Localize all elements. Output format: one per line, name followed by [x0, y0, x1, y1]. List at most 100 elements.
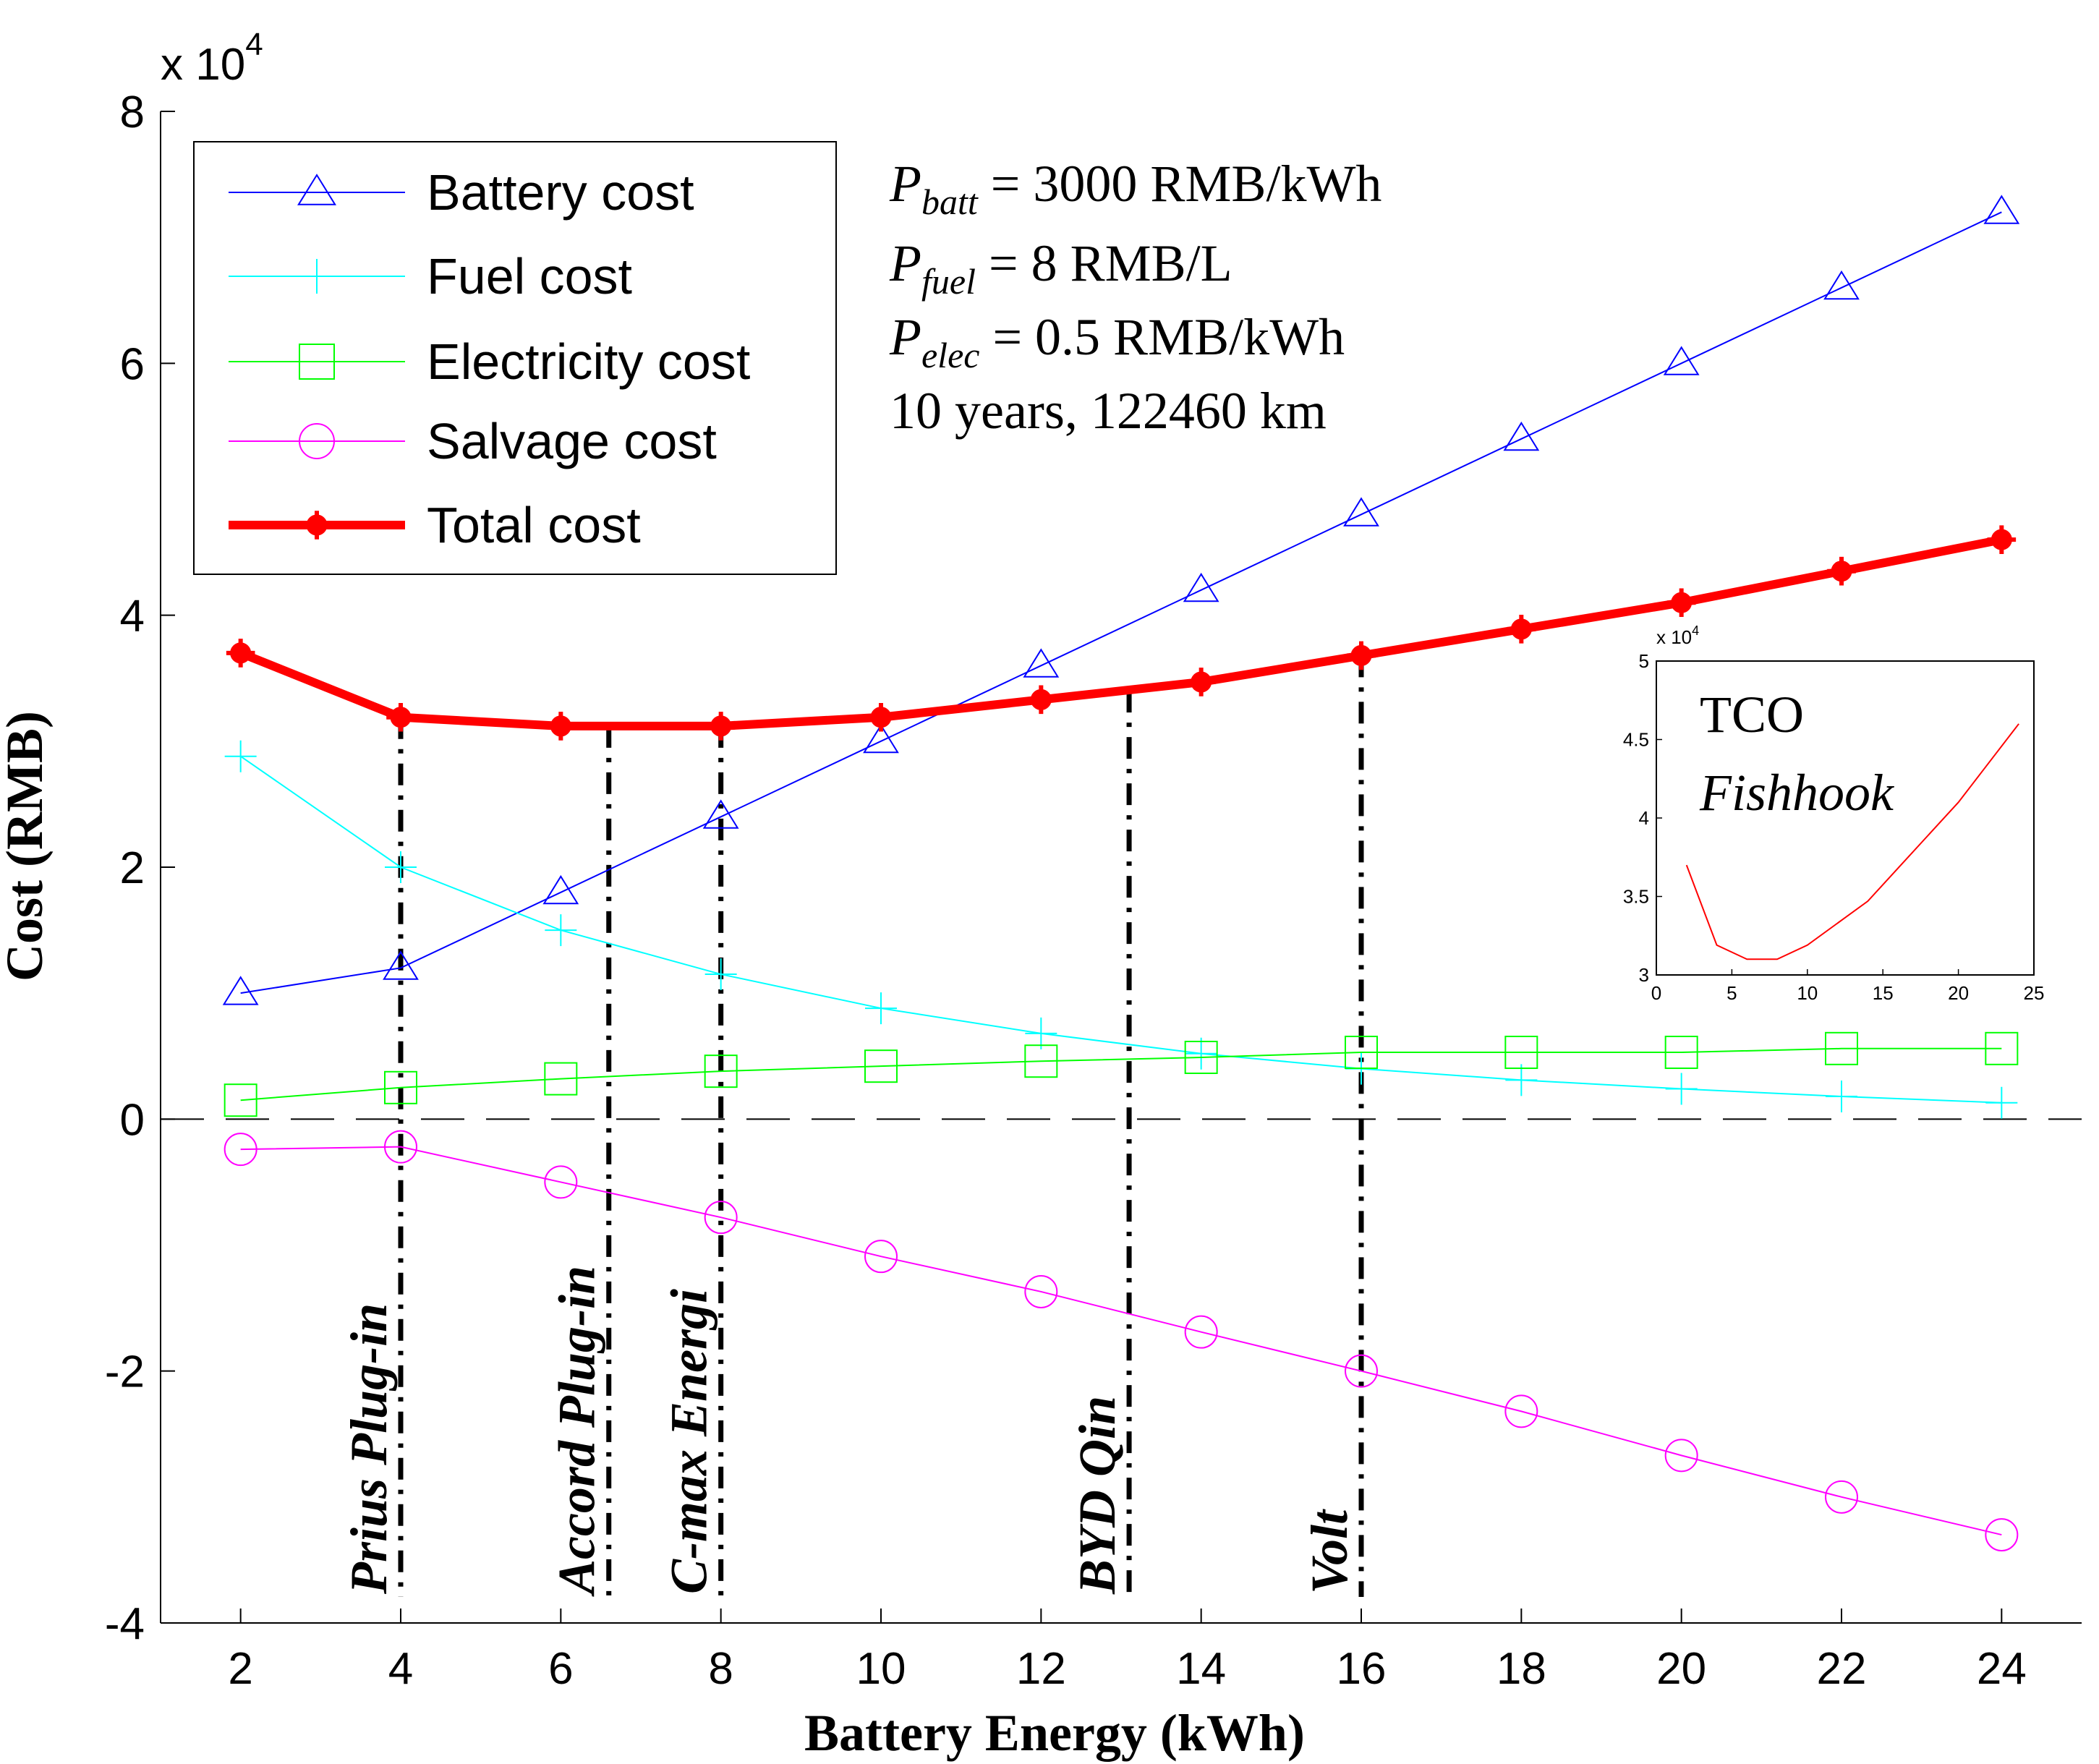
- data-point: [544, 1165, 578, 1199]
- legend-marker-cross: [302, 511, 331, 540]
- data-point-cross: [1347, 641, 1376, 670]
- legend-marker: [299, 344, 335, 380]
- y-multiplier-label: x 104: [161, 27, 263, 90]
- x-tick-label: 18: [1496, 1644, 1546, 1694]
- data-point: [702, 799, 739, 829]
- inset-title-tco: TCO: [1700, 686, 1804, 743]
- data-point: [1983, 195, 2020, 224]
- data-point-cross: [1827, 556, 1856, 586]
- data-point: [1184, 1315, 1218, 1349]
- series-battery-cost: [222, 195, 2020, 1005]
- data-point: [1665, 1073, 1698, 1105]
- series-line: [239, 535, 2003, 730]
- data-point: [223, 1083, 257, 1117]
- data-point: [864, 1240, 898, 1274]
- data-point: [704, 1201, 738, 1235]
- series-total-cost: [226, 525, 2017, 741]
- data-point: [1024, 1044, 1058, 1078]
- data-point: [704, 958, 737, 991]
- legend: Battery cost Fuel cost Electricity cost Sal…: [193, 141, 837, 575]
- inset-frame: [1656, 660, 2035, 976]
- data-point-cross: [867, 702, 895, 732]
- inset-x-tick-label: 10: [1797, 982, 1818, 1004]
- data-point: [1823, 270, 1860, 300]
- series-salvage-cost: [223, 1130, 2019, 1552]
- data-point: [544, 1062, 578, 1096]
- inset-x-tick-label: 0: [1651, 982, 1661, 1004]
- data-point: [1985, 1518, 2019, 1552]
- data-point: [1504, 1394, 1538, 1428]
- data-point: [1985, 1031, 2019, 1065]
- data-point-cross: [706, 712, 736, 741]
- data-point: [384, 1070, 417, 1104]
- inset-x-tick-label: 25: [2024, 982, 2045, 1004]
- x-tick-label: 22: [1817, 1644, 1867, 1694]
- y-tick-label: 8: [120, 88, 145, 137]
- data-point: [1825, 1031, 1858, 1065]
- legend-label: Electricity cost: [427, 333, 750, 390]
- data-point: [223, 1133, 257, 1167]
- x-tick-label: 10: [856, 1644, 906, 1694]
- series-line: [240, 1047, 2002, 1102]
- data-point: [384, 1130, 417, 1164]
- data-point: [704, 1054, 738, 1088]
- data-point: [863, 723, 899, 754]
- data-point: [1345, 1036, 1378, 1070]
- vehicle-label: BYD Qin: [1068, 1396, 1126, 1595]
- data-point-cross: [1186, 668, 1216, 696]
- data-point-cross: [1507, 615, 1536, 644]
- series-group: [222, 195, 2020, 1552]
- data-point-cross: [226, 639, 255, 668]
- data-point: [1664, 1036, 1698, 1070]
- data-point: [1825, 1480, 1858, 1514]
- data-point: [1345, 1354, 1378, 1388]
- y-tick-label: 6: [120, 339, 145, 389]
- x-tick-label: 24: [1977, 1644, 2027, 1694]
- series-line: [240, 1146, 2002, 1536]
- legend-label: Salvage cost: [427, 413, 717, 469]
- y-tick-label: 4: [120, 592, 145, 642]
- x-tick-label: 2: [228, 1644, 252, 1694]
- data-point-cross: [546, 712, 576, 741]
- data-point: [1826, 1080, 1857, 1112]
- vehicle-labels: Prius Plug-in Accord Plug-in C-max Energi B…: [340, 1266, 1358, 1597]
- legend-label: Total cost: [427, 497, 641, 553]
- x-axis-title: Battery Energy (kWh): [804, 1704, 1305, 1762]
- data-point: [1024, 1274, 1058, 1308]
- p-fuel-annotation: Pfuel = 8 RMB/L: [889, 234, 1232, 302]
- data-point: [222, 976, 259, 1005]
- vehicle-lines: [398, 655, 1364, 1597]
- legend-box: [193, 141, 837, 575]
- data-point: [1183, 572, 1219, 602]
- y-tick-label: 2: [120, 843, 145, 893]
- x-tick-label: 8: [708, 1644, 733, 1694]
- data-point-cross: [1666, 588, 1696, 618]
- data-point: [383, 950, 419, 980]
- inset-y-tick-label: 5: [1639, 650, 1649, 672]
- data-point: [385, 851, 417, 883]
- inset-y-tick-label: 3: [1639, 964, 1649, 986]
- data-point: [1504, 1036, 1538, 1070]
- legend-marker: [299, 259, 334, 294]
- legend-marker: [299, 423, 335, 459]
- inset-multiplier-label: x 104: [1656, 623, 1699, 648]
- x-tick-label: 4: [388, 1644, 413, 1694]
- x-tick-label: 20: [1656, 1644, 1706, 1694]
- data-point: [1185, 1037, 1217, 1070]
- x-tick-label: 12: [1016, 1644, 1066, 1694]
- data-point: [1664, 1439, 1698, 1473]
- p-elec-annotation: Pelec = 0.5 RMB/kWh: [889, 308, 1345, 375]
- vehicle-label: Accord Plug-in: [548, 1266, 606, 1597]
- data-point: [1505, 1064, 1538, 1096]
- x-tick-label: 14: [1176, 1644, 1226, 1694]
- period-annotation: 10 years, 122460 km: [890, 382, 1327, 440]
- legend-label: Battery cost: [427, 164, 694, 221]
- inset-x-tick-label: 15: [1873, 982, 1894, 1004]
- y-axis-title: Cost (RMB): [0, 711, 54, 981]
- data-point: [865, 992, 897, 1025]
- inset-title-fishhook: Fishhook: [1699, 764, 1895, 822]
- legend-marker: [297, 174, 336, 205]
- data-point: [1985, 1086, 2018, 1119]
